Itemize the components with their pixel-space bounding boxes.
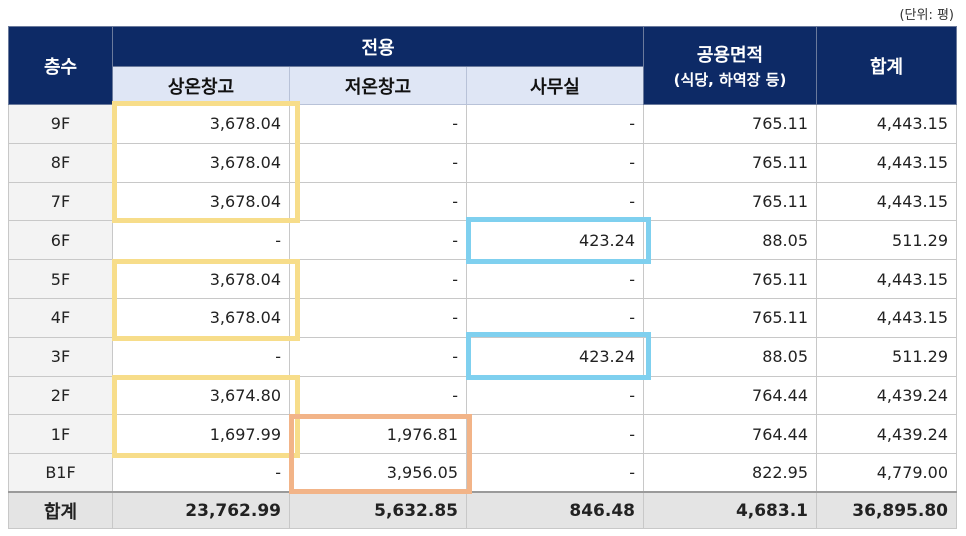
total-ambient-cell: 23,762.99 [112,491,290,529]
table-row: 4F 3,678.04- -765.11 4,443.15 [8,297,957,338]
common-cell: 765.11 [643,259,817,299]
floor-area-table: 층수 전용 공용면적 (식당, 하역장 등) 합계 상온창고 저온창고 사무실 … [8,26,957,529]
cold-cell: - [289,297,467,338]
floor-cell: 4F [8,297,113,338]
table-row: B1F -3,956.05-822.95 4,779.00 [8,453,957,493]
office-cell: - [466,453,644,493]
total-cell: 511.29 [816,220,957,261]
common-cell: 764.44 [643,414,817,455]
common-cell: 764.44 [643,375,817,416]
table-row: 6F - -423.24 88.05 511.29 [8,220,957,261]
table-row: 3F - -423.24 88.05 511.29 [8,336,957,377]
office-cell: 423.24 [466,220,644,261]
table-row: 8F 3,678.04- -765.11 4,443.15 [8,142,957,183]
total-cell: 4,443.15 [816,142,957,183]
cold-cell: - [289,181,467,222]
cold-cell: 3,956.05 [289,453,467,493]
ambient-cell: 1,697.99 [112,414,290,455]
cold-cell: - [289,375,467,416]
common-cell: 822.95 [643,453,817,493]
floor-cell: B1F [8,453,113,493]
floor-cell: 2F [8,375,113,416]
ambient-cell: 3,678.04 [112,104,290,144]
table-row: 2F 3,674.80- -764.44 4,439.24 [8,375,957,416]
floor-cell: 7F [8,181,113,222]
header-exclusive: 전용 [112,26,644,67]
floor-cell: 8F [8,142,113,183]
common-cell: 765.11 [643,142,817,183]
header-ambient-storage: 상온창고 [112,66,290,105]
ambient-cell: 3,678.04 [112,142,290,183]
header-floor: 층수 [8,26,113,105]
ambient-cell: 3,678.04 [112,259,290,299]
cold-cell: - [289,104,467,144]
total-cell: 4,443.15 [816,259,957,299]
common-cell: 765.11 [643,181,817,222]
header-common-title: 공용면적 [696,45,764,66]
cold-cell: 1,976.81 [289,414,467,455]
total-cell: 4,439.24 [816,375,957,416]
common-cell: 88.05 [643,336,817,377]
floor-cell: 5F [8,259,113,299]
office-cell: - [466,259,644,299]
cold-cell: - [289,142,467,183]
common-cell: 765.11 [643,297,817,338]
common-cell: 88.05 [643,220,817,261]
total-common-cell: 4,683.1 [643,491,817,529]
total-cold-cell: 5,632.85 [289,491,467,529]
header-common: 공용면적 (식당, 하역장 등) [643,26,817,105]
total-cell: 4,439.24 [816,414,957,455]
ambient-cell: - [112,336,290,377]
header-office: 사무실 [466,66,644,105]
floor-cell: 1F [8,414,113,455]
table-row: 1F 1,697.99 1,976.81-764.44 4,439.24 [8,414,957,455]
total-office-cell: 846.48 [466,491,644,529]
cold-cell: - [289,259,467,299]
table-row: 7F 3,678.04- -765.11 4,443.15 [8,181,957,222]
office-cell: - [466,297,644,338]
floor-cell: 3F [8,336,113,377]
floor-cell: 9F [8,104,113,144]
floor-cell: 6F [8,220,113,261]
common-cell: 765.11 [643,104,817,144]
totals-label: 합계 [8,491,113,529]
ambient-cell: 3,678.04 [112,297,290,338]
total-cell: 4,443.15 [816,104,957,144]
total-cell: 511.29 [816,336,957,377]
unit-label: (단위: 평) [899,8,954,23]
office-cell: 423.24 [466,336,644,377]
total-cell: 4,443.15 [816,181,957,222]
totals-row: 합계 23,762.99 5,632.85 846.48 4,683.1 36,895.8… [8,491,957,529]
ambient-cell: - [112,220,290,261]
header-total: 합계 [816,26,957,105]
table-row: 5F 3,678.04- -765.11 4,443.15 [8,259,957,299]
office-cell: - [466,142,644,183]
total-cell: 4,443.15 [816,297,957,338]
cold-cell: - [289,336,467,377]
office-cell: - [466,181,644,222]
table-row: 9F 3,678.04- -765.11 4,443.15 [8,104,957,144]
ambient-cell: - [112,453,290,493]
office-cell: - [466,104,644,144]
ambient-cell: 3,674.80 [112,375,290,416]
cold-cell: - [289,220,467,261]
header-common-note: (식당, 하역장 등) [673,71,787,89]
ambient-cell: 3,678.04 [112,181,290,222]
header-cold-storage: 저온창고 [289,66,467,105]
office-cell: - [466,375,644,416]
total-total-cell: 36,895.80 [816,491,957,529]
total-cell: 4,779.00 [816,453,957,493]
office-cell: - [466,414,644,455]
